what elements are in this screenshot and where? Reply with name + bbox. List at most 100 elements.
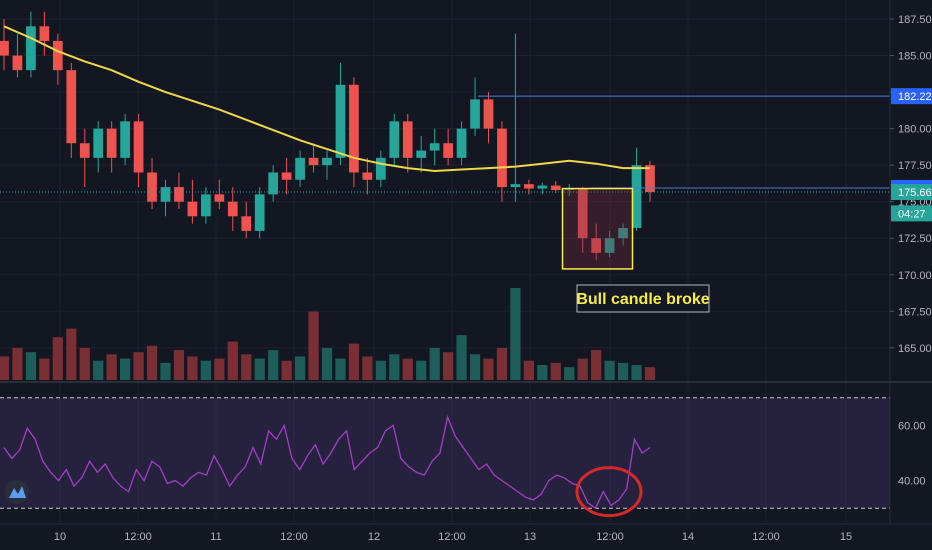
price-badge-label: 04:27 xyxy=(898,208,926,220)
annotation-text: Bull candle broke xyxy=(576,291,709,308)
volume-bar xyxy=(443,352,454,380)
time-tick-label: 12:00 xyxy=(752,531,780,543)
candle-body xyxy=(645,165,655,193)
volume-bar xyxy=(564,367,575,380)
volume-bar xyxy=(483,358,494,380)
price-tick-label: 165.00 xyxy=(898,343,932,355)
volume-bar xyxy=(308,311,319,380)
volume-bar xyxy=(523,360,534,380)
time-tick-label: 14 xyxy=(682,531,694,543)
candle-body xyxy=(133,121,144,173)
rsi-highlight-circle xyxy=(575,466,643,518)
candle-body xyxy=(322,157,332,166)
volume-bar xyxy=(227,341,238,380)
volume-bar xyxy=(537,365,548,380)
volume-bar xyxy=(469,354,481,380)
volume-bar xyxy=(577,358,588,380)
volume-bar xyxy=(79,347,90,380)
time-tick-label: 12:00 xyxy=(438,531,466,543)
candle-body xyxy=(201,194,211,217)
candle-body xyxy=(308,157,319,166)
volume-bar xyxy=(375,360,386,380)
rsi-tick-label: 60.00 xyxy=(898,420,926,432)
volume-bar xyxy=(456,335,467,380)
candle-body xyxy=(281,172,292,180)
candle-body xyxy=(0,40,9,56)
rsi-tick-label: 40.00 xyxy=(898,476,926,488)
volume-bar xyxy=(335,358,346,380)
volume-bar xyxy=(93,360,104,380)
candle-body xyxy=(443,143,453,158)
price-tick-label: 180.00 xyxy=(898,124,932,136)
candle-body xyxy=(537,185,548,189)
horizontal-lines xyxy=(0,95,890,193)
candlesticks xyxy=(0,11,655,261)
volume-bar xyxy=(160,362,171,380)
volume-bar xyxy=(510,288,521,380)
volume-bars xyxy=(0,288,656,380)
moving-average-line xyxy=(3,25,650,173)
price-badge-label: 175.66 xyxy=(898,187,932,199)
time-tick-label: 10 xyxy=(54,531,66,543)
volume-bar xyxy=(591,350,602,380)
candle-body xyxy=(577,188,588,239)
volume-bar xyxy=(416,360,427,380)
candle-body xyxy=(335,84,346,158)
candle-body xyxy=(524,184,534,189)
price-tick-label: 170.00 xyxy=(898,270,932,282)
candle-body xyxy=(591,238,602,253)
tradingview-logo-icon[interactable] xyxy=(5,480,29,504)
candle-body xyxy=(106,128,117,158)
time-tick-label: 12:00 xyxy=(280,531,308,543)
candle-body xyxy=(470,99,480,129)
logo-bg xyxy=(5,480,29,504)
candle-body xyxy=(349,84,359,173)
volume-bar xyxy=(268,350,279,380)
time-tick-label: 15 xyxy=(840,531,852,543)
time-tick-label: 12:00 xyxy=(124,531,152,543)
volume-bar xyxy=(402,358,413,380)
volume-bar xyxy=(644,367,656,380)
candle-body xyxy=(39,26,50,41)
volume-bar xyxy=(25,352,37,380)
rsi-band-fill xyxy=(0,397,890,509)
volume-bar xyxy=(106,354,117,380)
candle-body xyxy=(93,128,104,158)
volume-bar xyxy=(12,347,23,380)
volume-bar xyxy=(173,350,185,380)
candle-body xyxy=(214,194,225,202)
candle-body xyxy=(268,172,279,195)
candle-body xyxy=(389,121,400,158)
volume-bar xyxy=(133,352,144,380)
volume-bar xyxy=(52,337,63,380)
volume-bar xyxy=(362,356,373,380)
rsi-pane xyxy=(0,381,932,518)
candle-body xyxy=(52,40,63,71)
highlight-box xyxy=(561,187,634,270)
time-tick-label: 11 xyxy=(210,531,221,543)
candle-body xyxy=(79,143,90,158)
volume-bar xyxy=(214,358,225,380)
logo-mark xyxy=(9,486,26,498)
price-badge-label: 182.22 xyxy=(898,91,932,103)
candle-body xyxy=(429,143,440,151)
volume-bar xyxy=(389,354,400,380)
volume-bar xyxy=(187,356,198,380)
grid xyxy=(0,0,890,522)
volume-bar xyxy=(39,358,50,380)
annotation-label-box xyxy=(576,284,710,313)
volume-bar xyxy=(200,360,211,380)
candle-body xyxy=(295,157,305,180)
volume-bar xyxy=(281,360,292,380)
candle-body xyxy=(362,172,373,180)
price-tick-label: 185.00 xyxy=(898,51,932,63)
volume-bar xyxy=(429,347,440,380)
candle-body xyxy=(66,70,77,144)
candle-body xyxy=(26,26,36,71)
volume-bar xyxy=(254,358,265,380)
candle-body xyxy=(147,172,157,202)
price-tick-label: 172.50 xyxy=(898,233,932,245)
price-tick-label: 177.50 xyxy=(898,160,932,172)
